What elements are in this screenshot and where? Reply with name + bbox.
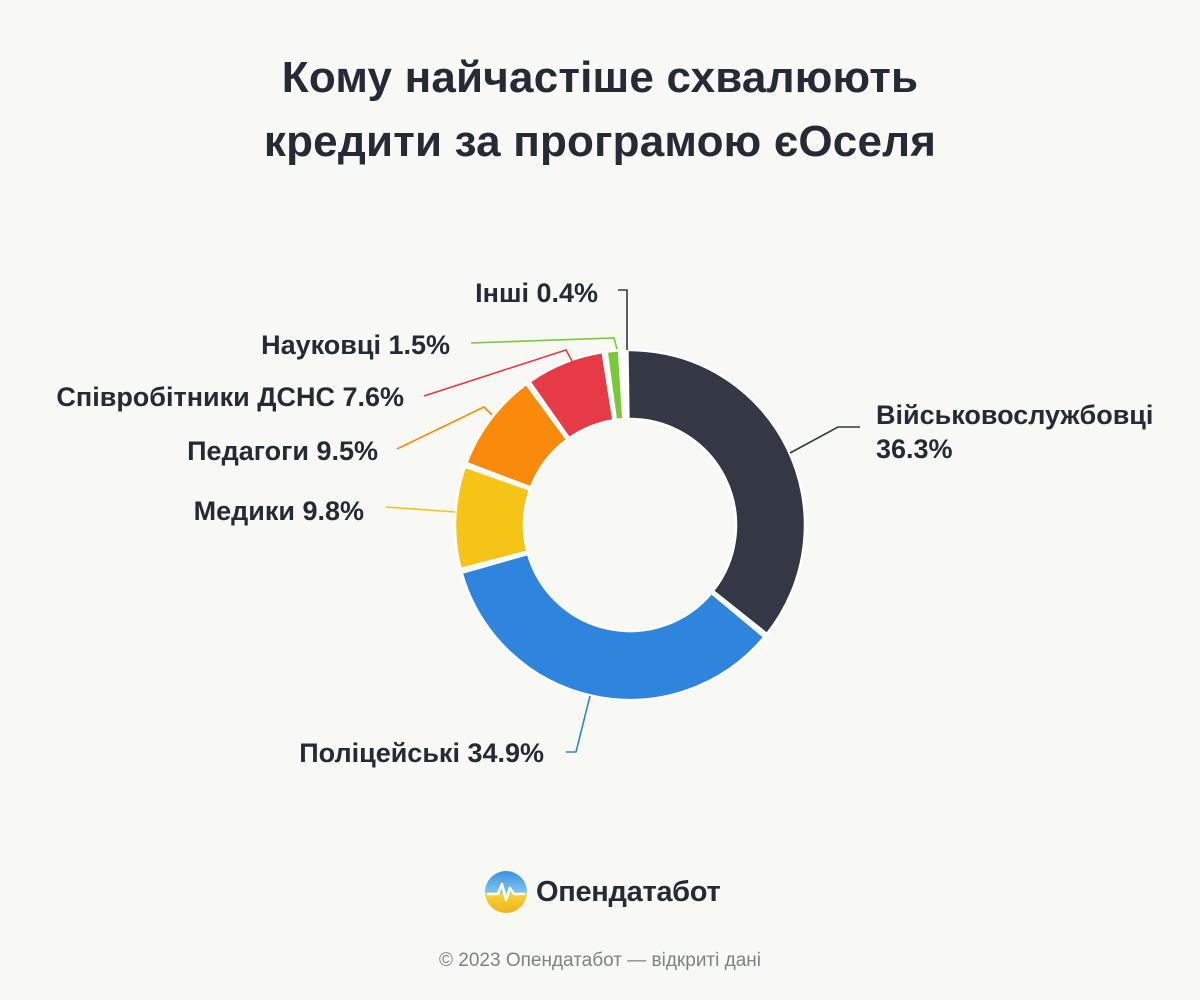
brand: Опендатабот bbox=[484, 868, 721, 916]
slice-teachers bbox=[465, 382, 569, 489]
brand-name: Опендатабот bbox=[536, 875, 721, 908]
chart-title-line-2: кредити за програмою єОселя bbox=[263, 117, 937, 166]
leader-line-military bbox=[789, 426, 860, 454]
slice-label-military: Військовослужбовці 36.3% bbox=[876, 400, 1153, 464]
slice-label-value: 36.3% bbox=[876, 434, 953, 464]
leader-line-scientists bbox=[470, 337, 618, 350]
slice-label-dsns: Співробітники ДСНС 7.6% bbox=[56, 382, 404, 412]
slice-label-name: Військовослужбовці bbox=[876, 400, 1153, 430]
leader-line-police bbox=[566, 695, 591, 753]
leader-line-other bbox=[618, 289, 628, 350]
opendatabot-logo-icon bbox=[485, 871, 527, 913]
donut-slices bbox=[453, 348, 807, 702]
copyright-footer: © 2023 Опендатабот — відкриті дані bbox=[439, 950, 761, 971]
leader-line-medics bbox=[385, 506, 456, 513]
leader-line-teachers bbox=[396, 406, 493, 450]
label-leader-lines bbox=[385, 289, 860, 753]
slice-dsns bbox=[528, 350, 615, 440]
leader-line-dsns bbox=[423, 349, 574, 397]
slice-label-other: Інші 0.4% bbox=[475, 278, 598, 308]
slice-other bbox=[620, 348, 628, 421]
chart-title: Кому найчастіше схвалюють кредити за про… bbox=[0, 46, 1200, 174]
slice-police bbox=[460, 552, 766, 702]
slice-labels: Військовослужбовці 36.3% Поліцейські 34.9%… bbox=[56, 278, 1153, 768]
slice-medics bbox=[453, 465, 532, 571]
slice-label-police: Поліцейські 34.9% bbox=[299, 738, 544, 768]
slice-label-scientists: Науковці 1.5% bbox=[261, 330, 450, 360]
chart-title-line-1: Кому найчастіше схвалюють bbox=[281, 53, 919, 102]
slice-military bbox=[626, 348, 807, 636]
slice-label-teachers: Педагоги 9.5% bbox=[187, 436, 378, 466]
slice-scientists bbox=[605, 349, 625, 422]
slice-label-medics: Медики 9.8% bbox=[194, 496, 364, 526]
